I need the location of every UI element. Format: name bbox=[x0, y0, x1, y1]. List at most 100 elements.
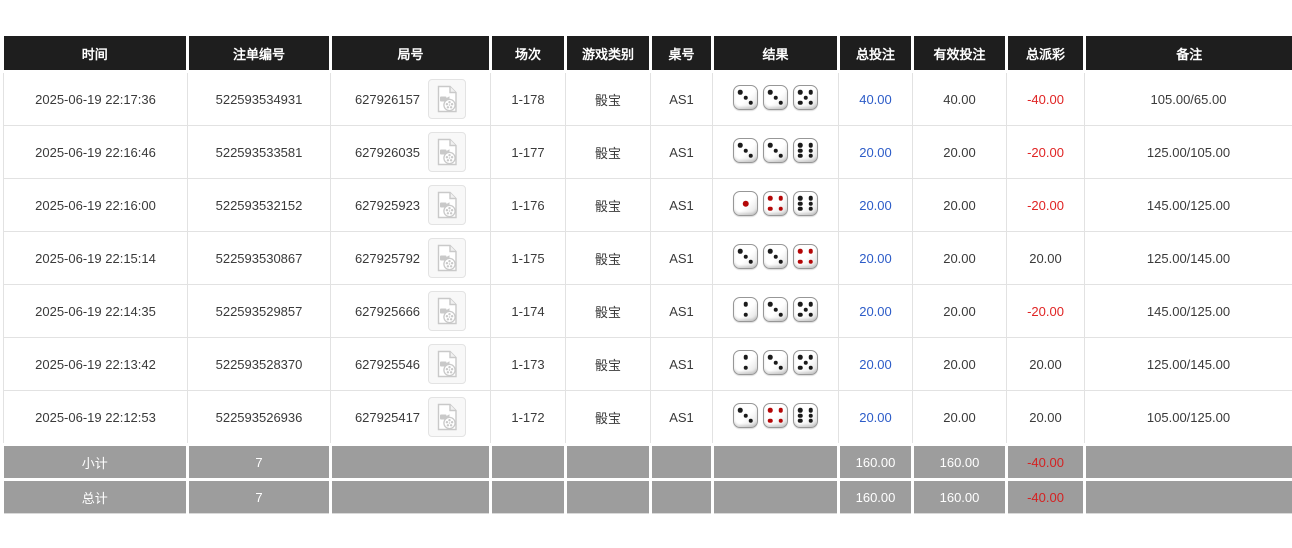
column-header-session: 场次 bbox=[489, 36, 567, 73]
round-cell: 627925417 bbox=[330, 390, 491, 445]
summary-count-cell: 7 bbox=[186, 443, 332, 481]
payout-cell: -20.00 bbox=[1006, 178, 1085, 232]
die-face-6 bbox=[793, 138, 818, 163]
header-row: 时间 注单编号 局号 场次 游戏类别 桌号 结果 总投注 有效投注 总派彩 备注 bbox=[3, 36, 1292, 73]
payout-cell: 20.00 bbox=[1006, 337, 1085, 391]
result-cell bbox=[712, 125, 839, 179]
column-header-game_type: 游戏类别 bbox=[564, 36, 652, 73]
session-cell: 1-178 bbox=[490, 71, 566, 126]
round-id-text: 627925923 bbox=[354, 197, 421, 213]
table-no-cell: AS1 bbox=[650, 71, 713, 126]
summary-total-bet-cell: 160.00 bbox=[837, 478, 914, 514]
column-header-round_id: 局号 bbox=[329, 36, 492, 73]
time-cell: 2025-06-19 22:13:42 bbox=[3, 337, 188, 391]
die-face-3 bbox=[763, 138, 788, 163]
dice-group bbox=[733, 244, 818, 269]
result-cell bbox=[712, 284, 839, 338]
game-type-cell: 骰宝 bbox=[565, 125, 651, 179]
bet-id-cell: 522593534931 bbox=[187, 71, 331, 126]
die-face-5 bbox=[793, 350, 818, 375]
summary-row: 总计 7 160.00 160.00 -40.00 bbox=[3, 478, 1292, 514]
session-cell: 1-177 bbox=[490, 125, 566, 179]
summary-empty-game-cell bbox=[564, 443, 652, 481]
video-replay-button[interactable] bbox=[428, 344, 467, 384]
valid-bet-cell: 20.00 bbox=[912, 125, 1007, 179]
table-no-cell: AS1 bbox=[650, 284, 713, 338]
round-cell: 627925546 bbox=[330, 337, 491, 391]
result-cell bbox=[712, 231, 839, 285]
table-row: 2025-06-19 22:16:46 522593533581 6279260… bbox=[3, 125, 1292, 179]
remark-cell: 125.00/145.00 bbox=[1084, 231, 1292, 285]
round-id-text: 627925792 bbox=[354, 250, 421, 266]
die-face-4 bbox=[763, 403, 788, 428]
die-face-3 bbox=[763, 244, 788, 269]
time-cell: 2025-06-19 22:16:00 bbox=[3, 178, 188, 232]
payout-cell: -20.00 bbox=[1006, 284, 1085, 338]
result-cell bbox=[712, 178, 839, 232]
game-type-cell: 骰宝 bbox=[565, 231, 651, 285]
die-face-3 bbox=[733, 85, 758, 110]
column-header-time: 时间 bbox=[3, 36, 189, 73]
game-type-cell: 骰宝 bbox=[565, 71, 651, 126]
video-replay-button[interactable] bbox=[428, 238, 467, 278]
die-face-5 bbox=[793, 85, 818, 110]
column-header-table_no: 桌号 bbox=[649, 36, 714, 73]
summary-empty-session-cell bbox=[489, 478, 567, 514]
bet-id-cell: 522593528370 bbox=[187, 337, 331, 391]
time-cell: 2025-06-19 22:14:35 bbox=[3, 284, 188, 338]
table-row: 2025-06-19 22:13:42 522593528370 6279255… bbox=[3, 337, 1292, 391]
table-row: 2025-06-19 22:14:35 522593529857 6279256… bbox=[3, 284, 1292, 338]
video-replay-button[interactable] bbox=[428, 132, 467, 172]
summary-label-cell: 小计 bbox=[3, 443, 189, 481]
round-id-text: 627925546 bbox=[354, 356, 421, 372]
table-no-cell: AS1 bbox=[650, 337, 713, 391]
remark-cell: 125.00/105.00 bbox=[1084, 125, 1292, 179]
round-id-text: 627925417 bbox=[354, 409, 421, 425]
session-cell: 1-175 bbox=[490, 231, 566, 285]
round-cell: 627925792 bbox=[330, 231, 491, 285]
payout-cell: -20.00 bbox=[1006, 125, 1085, 179]
bet-id-cell: 522593533581 bbox=[187, 125, 331, 179]
round-cell: 627926035 bbox=[330, 125, 491, 179]
bet-id-cell: 522593529857 bbox=[187, 284, 331, 338]
total-bet-cell: 20.00 bbox=[838, 390, 913, 445]
video-file-icon bbox=[437, 403, 457, 431]
valid-bet-cell: 20.00 bbox=[912, 337, 1007, 391]
die-face-5 bbox=[793, 297, 818, 322]
summary-row: 小计 7 160.00 160.00 -40.00 bbox=[3, 443, 1292, 481]
summary-valid-bet-cell: 160.00 bbox=[911, 443, 1008, 481]
result-cell bbox=[712, 390, 839, 445]
summary-empty-result-cell bbox=[711, 478, 840, 514]
time-cell: 2025-06-19 22:15:14 bbox=[3, 231, 188, 285]
bet-id-cell: 522593532152 bbox=[187, 178, 331, 232]
table-row: 2025-06-19 22:15:14 522593530867 6279257… bbox=[3, 231, 1292, 285]
video-file-icon bbox=[437, 191, 457, 219]
round-id-text: 627925666 bbox=[354, 303, 421, 319]
summary-payout-cell: -40.00 bbox=[1005, 478, 1086, 514]
total-bet-cell: 20.00 bbox=[838, 125, 913, 179]
column-header-valid_bet: 有效投注 bbox=[911, 36, 1008, 73]
summary-empty-result-cell bbox=[711, 443, 840, 481]
valid-bet-cell: 20.00 bbox=[912, 390, 1007, 445]
round-cell: 627926157 bbox=[330, 71, 491, 126]
time-cell: 2025-06-19 22:16:46 bbox=[3, 125, 188, 179]
remark-cell: 105.00/65.00 bbox=[1084, 71, 1292, 126]
session-cell: 1-173 bbox=[490, 337, 566, 391]
bet-id-cell: 522593530867 bbox=[187, 231, 331, 285]
bet-history-table: 时间 注单编号 局号 场次 游戏类别 桌号 结果 总投注 有效投注 总派彩 备注 2025-06-1… bbox=[3, 36, 1292, 514]
time-cell: 2025-06-19 22:12:53 bbox=[3, 390, 188, 445]
summary-empty-table-cell bbox=[649, 478, 714, 514]
total-bet-cell: 20.00 bbox=[838, 284, 913, 338]
total-bet-cell: 20.00 bbox=[838, 337, 913, 391]
video-file-icon bbox=[437, 244, 457, 272]
column-header-bet_id: 注单编号 bbox=[186, 36, 332, 73]
video-replay-button[interactable] bbox=[428, 397, 467, 437]
video-replay-button[interactable] bbox=[428, 291, 467, 331]
die-face-2 bbox=[733, 350, 758, 375]
video-replay-button[interactable] bbox=[428, 185, 467, 225]
summary-empty-table-cell bbox=[649, 443, 714, 481]
video-replay-button[interactable] bbox=[428, 79, 467, 119]
session-cell: 1-174 bbox=[490, 284, 566, 338]
video-file-icon bbox=[437, 138, 457, 166]
